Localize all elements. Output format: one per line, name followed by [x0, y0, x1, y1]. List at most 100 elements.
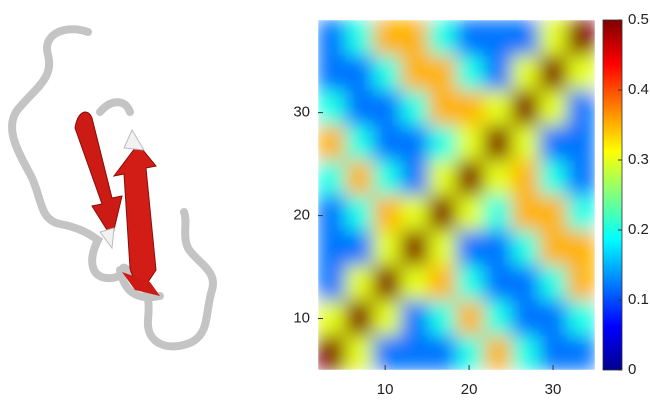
heat-cell: [567, 335, 596, 371]
heat-cell: [428, 55, 457, 91]
heat-cell: [345, 195, 374, 231]
heat-cell: [484, 335, 513, 371]
heat-cell: [345, 300, 374, 336]
heat-cell: [539, 55, 568, 91]
heat-cell: [539, 20, 568, 56]
heat-cell: [511, 55, 540, 91]
heat-cell: [456, 55, 485, 91]
heat-cell: [456, 335, 485, 371]
heat-cell: [373, 55, 402, 91]
heat-cell: [511, 160, 540, 196]
heat-cell: [401, 265, 430, 301]
heat-cell: [401, 90, 430, 126]
heat-cell: [373, 90, 402, 126]
heat-cell: [567, 300, 596, 336]
heat-cell: [456, 90, 485, 126]
heat-cell: [511, 125, 540, 161]
heat-cell: [428, 90, 457, 126]
heat-cell: [345, 20, 374, 56]
heat-cell: [428, 230, 457, 266]
heat-cell: [456, 125, 485, 161]
heat-cell: [373, 230, 402, 266]
heat-cell: [484, 90, 513, 126]
heat-cell: [345, 125, 374, 161]
heat-cell: [401, 125, 430, 161]
heat-cell: [456, 265, 485, 301]
heat-cell: [318, 125, 347, 161]
heat-cell: [401, 20, 430, 56]
heatmap-cells: [318, 20, 596, 371]
heat-cell: [511, 90, 540, 126]
colorbar-tick-label: 0: [628, 361, 636, 378]
heat-cell: [539, 300, 568, 336]
heat-cell: [456, 300, 485, 336]
heat-cell: [428, 125, 457, 161]
heat-cell: [318, 195, 347, 231]
heat-cell: [428, 160, 457, 196]
x-tick-label: 20: [461, 381, 478, 398]
heatmap: [318, 20, 596, 371]
heat-cell: [456, 230, 485, 266]
heat-cell: [401, 55, 430, 91]
heat-cell: [345, 335, 374, 371]
heat-cell: [484, 125, 513, 161]
heat-cell: [373, 265, 402, 301]
heat-cell: [511, 195, 540, 231]
heat-cell: [345, 230, 374, 266]
heat-cell: [318, 265, 347, 301]
heat-cell: [484, 265, 513, 301]
heat-cell: [484, 55, 513, 91]
heat-cell: [484, 160, 513, 196]
heat-cell: [401, 195, 430, 231]
heat-cell: [373, 300, 402, 336]
colorbar-tick-label: 0.1: [628, 291, 649, 308]
heat-cell: [373, 195, 402, 231]
heat-cell: [401, 160, 430, 196]
heat-cell: [373, 335, 402, 371]
y-tick-label: 30: [293, 104, 310, 121]
heat-cell: [484, 230, 513, 266]
heat-cell: [318, 20, 347, 56]
colorbar: [603, 20, 622, 370]
heat-cell: [484, 20, 513, 56]
heat-cell: [539, 125, 568, 161]
heat-cell: [511, 20, 540, 56]
heat-cell: [401, 300, 430, 336]
heat-cell: [567, 195, 596, 231]
heat-cell: [318, 335, 347, 371]
heat-cell: [567, 160, 596, 196]
heat-cell: [567, 55, 596, 91]
y-tick-label: 10: [293, 309, 310, 326]
colorbar-tick-label: 0.2: [628, 221, 649, 238]
heat-cell: [401, 230, 430, 266]
heat-cell: [511, 230, 540, 266]
heat-cell: [456, 20, 485, 56]
heat-cell: [345, 90, 374, 126]
colorbar-tick-label: 0.3: [628, 151, 649, 168]
heat-cell: [511, 335, 540, 371]
heat-cell: [428, 195, 457, 231]
protein-structure: [12, 29, 213, 346]
heat-cell: [318, 55, 347, 91]
heat-cell: [539, 90, 568, 126]
heat-cell: [428, 335, 457, 371]
heat-cell: [456, 195, 485, 231]
heat-cell: [318, 230, 347, 266]
x-tick-label: 30: [545, 381, 562, 398]
heat-cell: [567, 90, 596, 126]
heat-cell: [318, 90, 347, 126]
heat-cell: [456, 160, 485, 196]
heat-cell: [539, 265, 568, 301]
colorbar-tick-label: 0.5: [628, 11, 649, 28]
heat-cell: [484, 195, 513, 231]
heat-cell: [318, 160, 347, 196]
y-tick-label: 20: [293, 207, 310, 224]
heat-cell: [539, 160, 568, 196]
heat-cell: [401, 335, 430, 371]
x-tick-label: 10: [377, 381, 394, 398]
heat-cell: [484, 300, 513, 336]
heat-cell: [539, 230, 568, 266]
heat-cell: [373, 160, 402, 196]
colorbar-tick-label: 0.4: [628, 81, 649, 98]
heat-cell: [428, 300, 457, 336]
